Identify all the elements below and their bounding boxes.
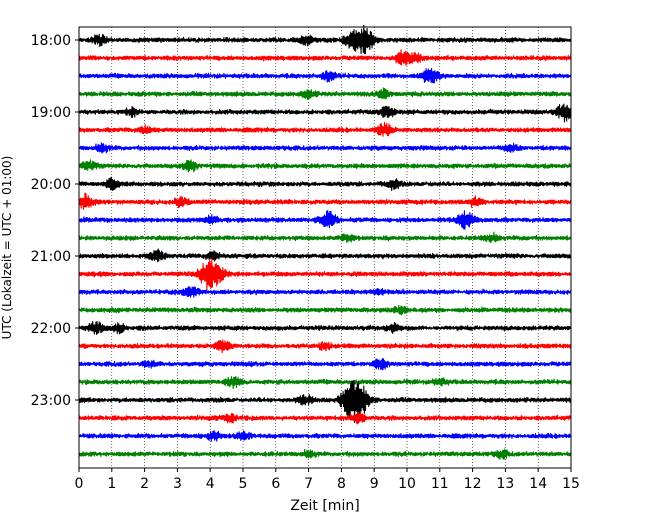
x-tick-label: 6 — [271, 476, 280, 492]
x-tick-label: 10 — [398, 476, 416, 492]
trace-2215 — [78, 339, 572, 354]
trace-2245 — [78, 375, 572, 389]
x-axis-ticks: 0 1 2 3 4 5 6 7 8 9 10 11 12 13 14 15 — [75, 468, 580, 492]
y-axis-ticks: 18:00 19:00 20:00 21:00 22:00 23:00 — [31, 33, 79, 409]
x-tick-label: 7 — [304, 476, 313, 492]
trace-2015 — [78, 192, 572, 211]
trace-2200 — [78, 321, 572, 335]
x-tick-label: 4 — [206, 476, 215, 492]
trace-1915 — [78, 121, 572, 137]
plot-frame — [78, 26, 572, 469]
trace-1800 — [78, 24, 572, 55]
trace-2315 — [78, 411, 572, 425]
y-tick-label: 22:00 — [31, 321, 71, 337]
x-tick-label: 15 — [562, 476, 580, 492]
x-tick-label: 2 — [140, 476, 149, 492]
y-tick-label: 19:00 — [31, 105, 71, 121]
trace-2030 — [78, 209, 572, 230]
x-tick-label: 8 — [337, 476, 346, 492]
trace-2330 — [78, 430, 572, 442]
y-tick-label: 20:00 — [31, 177, 71, 193]
trace-1930 — [78, 142, 572, 154]
x-tick-label: 13 — [496, 476, 514, 492]
x-tick-label: 0 — [75, 476, 84, 492]
trace-1830 — [78, 67, 572, 84]
x-tick-label: 9 — [370, 476, 379, 492]
x-tick-label: 14 — [529, 476, 547, 492]
x-tick-label: 1 — [107, 476, 116, 492]
trace-2345 — [78, 448, 572, 460]
x-tick-label: 11 — [431, 476, 449, 492]
x-tick-label: 5 — [239, 476, 248, 492]
y-tick-label: 23:00 — [31, 393, 71, 409]
y-tick-label: 21:00 — [31, 249, 71, 265]
trace-2230 — [78, 358, 572, 371]
trace-1945 — [78, 159, 572, 173]
trace-1815 — [78, 49, 572, 66]
trace-2100 — [78, 248, 572, 263]
trace-2045 — [78, 231, 572, 244]
trace-2145 — [78, 304, 572, 316]
trace-2000 — [78, 176, 572, 192]
x-axis-title: Zeit [min] — [290, 498, 359, 514]
x-tick-label: 12 — [464, 476, 482, 492]
trace-2130 — [78, 285, 572, 298]
trace-2300 — [78, 380, 572, 424]
trace-1845 — [78, 87, 572, 100]
seismic-traces — [78, 24, 572, 460]
x-tick-label: 3 — [173, 476, 182, 492]
trace-1900 — [78, 103, 572, 123]
trace-2115 — [78, 257, 572, 291]
axes-frame — [78, 26, 572, 469]
y-axis-title: UTC (Lokalzeit = UTC + 01:00) — [0, 156, 14, 340]
y-tick-label: 18:00 — [31, 33, 71, 49]
